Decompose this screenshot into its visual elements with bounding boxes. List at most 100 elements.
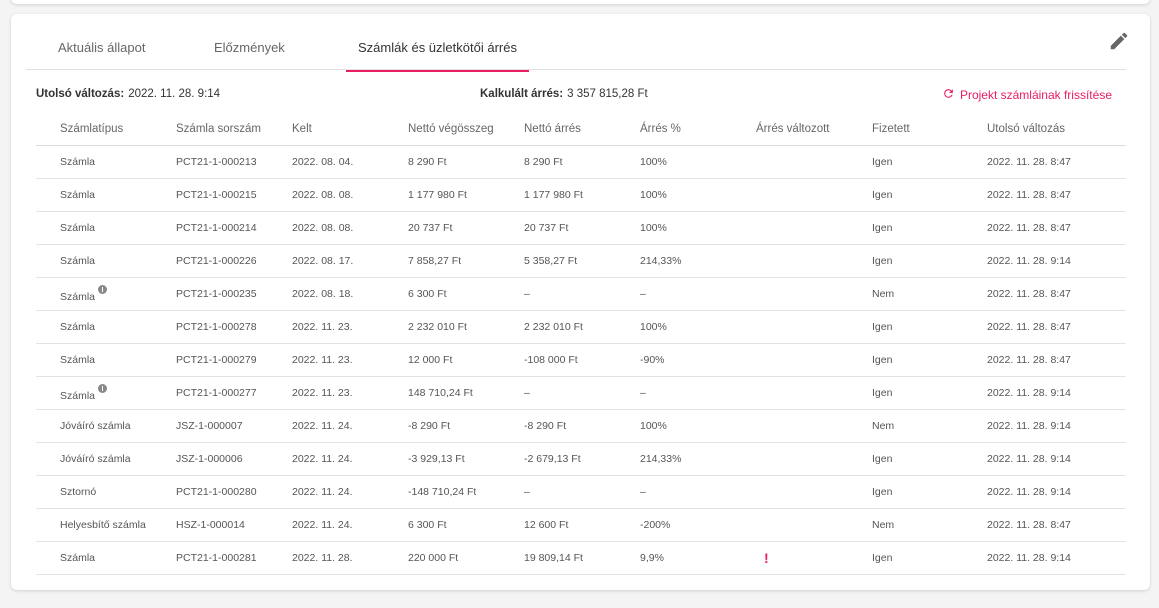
table-cell: PCT21-1-000215: [176, 178, 292, 212]
column-header[interactable]: Nettó árrés: [524, 114, 640, 146]
cell-text: 2022. 11. 23.: [292, 320, 353, 333]
table-cell: Nem: [872, 508, 987, 542]
cell-text: 2022. 08. 08.: [292, 221, 354, 234]
cell-text: 6 300 Ft: [408, 518, 447, 531]
table-cell: Jóváíró számla: [36, 442, 176, 476]
cell-text: –: [640, 287, 646, 300]
table-cell: PCT21-1-000281: [176, 541, 292, 575]
cell-text: -200%: [640, 518, 671, 531]
table-cell: Számla: [36, 145, 176, 179]
table-row[interactable]: Számla PCT21-1-000278 2022. 11. 23. 2 232 0…: [36, 310, 1126, 344]
refresh-invoices-button[interactable]: Projekt számláinak frissítése: [942, 87, 1112, 103]
table-cell: JSZ-1-000006: [176, 442, 292, 476]
cell-text: -8 290 Ft: [408, 419, 451, 432]
table-cell: !: [756, 541, 872, 575]
cell-text: –: [640, 485, 646, 498]
info-icon[interactable]: [98, 383, 108, 393]
table-cell: –: [640, 376, 756, 410]
cell-text: PCT21-1-000213: [176, 155, 257, 168]
table-cell: –: [524, 475, 640, 509]
edit-pencil-icon[interactable]: [1108, 30, 1130, 52]
cell-text: 2022. 11. 28. 8:47: [987, 188, 1071, 201]
cell-text: 2022. 08. 18.: [292, 287, 354, 300]
cell-text: Igen: [872, 551, 893, 564]
column-header[interactable]: Utolsó változás: [987, 114, 1126, 146]
cell-text: Nem: [872, 419, 895, 432]
cell-text: 2022. 11. 28. 8:47: [987, 518, 1071, 531]
cell-text: Számla: [60, 389, 96, 402]
table-cell: 2022. 08. 08.: [292, 178, 408, 212]
table-row[interactable]: Számla PCT21-1-000214 2022. 08. 08. 20 737 …: [36, 211, 1126, 245]
column-header[interactable]: Fizetett: [872, 114, 987, 146]
cell-text: -2 679,13 Ft: [524, 452, 581, 465]
table-row[interactable]: Számla PCT21-1-000235 2022. 08. 18. 6 300 F…: [36, 277, 1126, 311]
info-icon[interactable]: [98, 284, 108, 294]
table-cell: 9,9%: [640, 541, 756, 575]
cell-text: PCT21-1-000278: [176, 320, 257, 333]
table-cell: PCT21-1-000278: [176, 310, 292, 344]
cell-text: 2022. 11. 28. 9:14: [987, 386, 1071, 399]
table-cell: PCT21-1-000277: [176, 376, 292, 410]
cell-text: 1 177 980 Ft: [524, 188, 583, 201]
cell-text: 20 737 Ft: [408, 221, 453, 234]
table-cell: 12 000 Ft: [408, 343, 524, 377]
table-cell: 2022. 11. 23.: [292, 343, 408, 377]
table-row[interactable]: Számla PCT21-1-000281 2022. 11. 28. 220 000…: [36, 541, 1126, 575]
cell-text: Igen: [872, 188, 893, 201]
cell-text: -90%: [640, 353, 665, 366]
table-cell: JSZ-1-000007: [176, 409, 292, 443]
cell-text: PCT21-1-000226: [176, 254, 257, 267]
cell-text: Jóváíró számla: [60, 452, 131, 465]
table-row[interactable]: Számla PCT21-1-000277 2022. 11. 23. 148 710…: [36, 376, 1126, 410]
table-row[interactable]: Számla PCT21-1-000215 2022. 08. 08. 1 177 9…: [36, 178, 1126, 212]
table-cell: 7 858,27 Ft: [408, 244, 524, 278]
table-cell: 2022. 11. 28. 9:14: [987, 244, 1126, 278]
last-change-info: Utolsó változás: 2022. 11. 28. 9:14: [36, 88, 220, 100]
table-cell: –: [524, 277, 640, 311]
cell-text: PCT21-1-000280: [176, 485, 257, 498]
table-row[interactable]: Jóváíró számla JSZ-1-000006 2022. 11. 24. -…: [36, 442, 1126, 476]
cell-text: –: [640, 386, 646, 399]
table-cell: Számla: [36, 211, 176, 245]
table-row[interactable]: Számla PCT21-1-000226 2022. 08. 17. 7 858,2…: [36, 244, 1126, 278]
column-header[interactable]: Számlatípus: [36, 114, 176, 146]
cell-text: Számla: [60, 353, 96, 366]
table-cell: [756, 376, 872, 410]
table-cell: 2022. 11. 28. 9:14: [987, 376, 1126, 410]
column-header[interactable]: Árrés %: [640, 114, 756, 146]
cell-text: 2022. 11. 28. 9:14: [987, 452, 1071, 465]
table-cell: [756, 310, 872, 344]
tab-history[interactable]: Előzmények: [214, 40, 285, 55]
cell-text: -108 000 Ft: [524, 353, 578, 366]
cell-text: 2022. 11. 28. 8:47: [987, 221, 1071, 234]
table-cell: 2022. 08. 18.: [292, 277, 408, 311]
cell-text: 214,33%: [640, 452, 682, 465]
table-cell: Igen: [872, 541, 987, 575]
table-row[interactable]: Helyesbítő számla HSZ-1-000014 2022. 11. 2…: [36, 508, 1126, 542]
table-cell: -3 929,13 Ft: [408, 442, 524, 476]
column-header[interactable]: Nettó végösszeg: [408, 114, 524, 146]
table-cell: –: [640, 475, 756, 509]
table-row[interactable]: Sztornó PCT21-1-000280 2022. 11. 24. -148 7…: [36, 475, 1126, 509]
tab-invoices-margin[interactable]: Számlák és üzletkötői árrés: [346, 40, 529, 72]
table-row[interactable]: Jóváíró számla JSZ-1-000007 2022. 11. 24. -…: [36, 409, 1126, 443]
table-cell: Számla: [36, 178, 176, 212]
cell-text: 2022. 11. 24.: [292, 452, 353, 465]
table-cell: Igen: [872, 343, 987, 377]
table-row[interactable]: Számla PCT21-1-000279 2022. 11. 23. 12 000 …: [36, 343, 1126, 377]
column-header[interactable]: Kelt: [292, 114, 408, 146]
column-header[interactable]: Számla sorszám: [176, 114, 292, 146]
tab-current-state[interactable]: Aktuális állapot: [58, 40, 146, 55]
table-row[interactable]: Számla PCT21-1-000213 2022. 08. 04. 8 290 F…: [36, 145, 1126, 179]
table-cell: 2022. 11. 28. 9:14: [987, 409, 1126, 443]
table-cell: –: [640, 277, 756, 311]
table-cell: Jóváíró számla: [36, 409, 176, 443]
cell-text: 2022. 11. 28. 8:47: [987, 353, 1071, 366]
cell-text: 2022. 11. 28.: [292, 551, 353, 564]
table-cell: 1 177 980 Ft: [408, 178, 524, 212]
cell-text: Nem: [872, 287, 895, 300]
column-header[interactable]: Árrés változott: [756, 114, 872, 146]
refresh-icon: [942, 87, 955, 103]
table-cell: 6 300 Ft: [408, 508, 524, 542]
table-cell: 2022. 08. 08.: [292, 211, 408, 245]
